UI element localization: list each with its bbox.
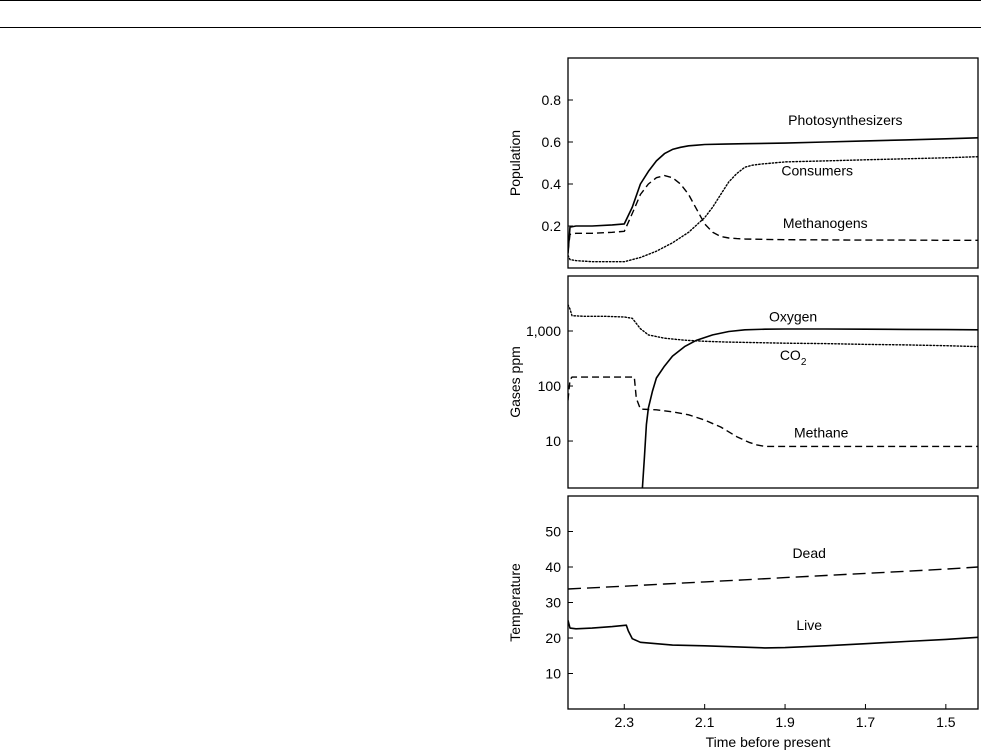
annotation-live: Live <box>796 617 822 633</box>
series-line-live <box>568 620 978 649</box>
temperature-xtick-label: 1.9 <box>775 714 795 730</box>
series-line-photosynthesizers <box>568 137 978 254</box>
temperature-ytick-label: 30 <box>545 595 561 611</box>
temperature-ylabel: Temperature <box>507 563 523 642</box>
temperature-ytick-label: 10 <box>545 666 561 682</box>
temperature-xtick-label: 1.5 <box>936 714 956 730</box>
temperature-xlabel: Time before present <box>706 734 831 750</box>
population-ylabel: Population <box>507 130 523 196</box>
population-panel: 0.2 0.4 0.6 0.8 Population Photosynthesizers C… <box>507 57 979 269</box>
population-ytick-label: 0.2 <box>542 218 562 234</box>
top-rule <box>0 0 981 1</box>
temperature-panel: 10 20 30 40 50 2.3 2.1 1.9 1.7 1.5 Temperature Time… <box>507 495 979 750</box>
population-ytick-label: 0.8 <box>542 92 562 108</box>
annotation-oxygen: Oxygen <box>769 308 817 324</box>
population-ytick-label: 0.4 <box>542 176 562 192</box>
gases-ytick-label: 100 <box>538 378 562 394</box>
gases-ytick-label: 10 <box>545 433 561 449</box>
annotation-methane: Methane <box>794 425 849 441</box>
annotation-photosynthesizers: Photosynthesizers <box>788 112 902 128</box>
temperature-ytick-label: 40 <box>545 559 561 575</box>
series-line-dead <box>568 566 978 590</box>
population-plot-frame <box>567 57 979 269</box>
population-ytick-label: 0.6 <box>542 134 562 150</box>
series-line-co <box>568 304 978 348</box>
annotation-dead: Dead <box>792 545 825 561</box>
series-line-consumers <box>568 156 978 263</box>
temperature-xtick-label: 1.7 <box>856 714 876 730</box>
temperature-xtick-label: 2.1 <box>695 714 715 730</box>
series-line-methanogens <box>568 174 978 252</box>
gases-ytick-label: 1,000 <box>526 323 561 339</box>
header-rule <box>0 27 981 28</box>
temperature-ytick-label: 20 <box>545 630 561 646</box>
series-line-oxygen <box>641 328 978 488</box>
temperature-ytick-label: 50 <box>545 524 561 540</box>
temperature-xtick-label: 2.3 <box>615 714 635 730</box>
annotation-methanogens: Methanogens <box>783 215 868 231</box>
temperature-plot-frame <box>567 495 979 710</box>
annotation-co2: CO2 <box>780 347 807 368</box>
annotation-consumers: Consumers <box>781 163 853 179</box>
gases-plot-frame <box>567 275 979 489</box>
gases-ylabel: Gases ppm <box>507 346 523 418</box>
series-line-methane <box>568 376 978 448</box>
